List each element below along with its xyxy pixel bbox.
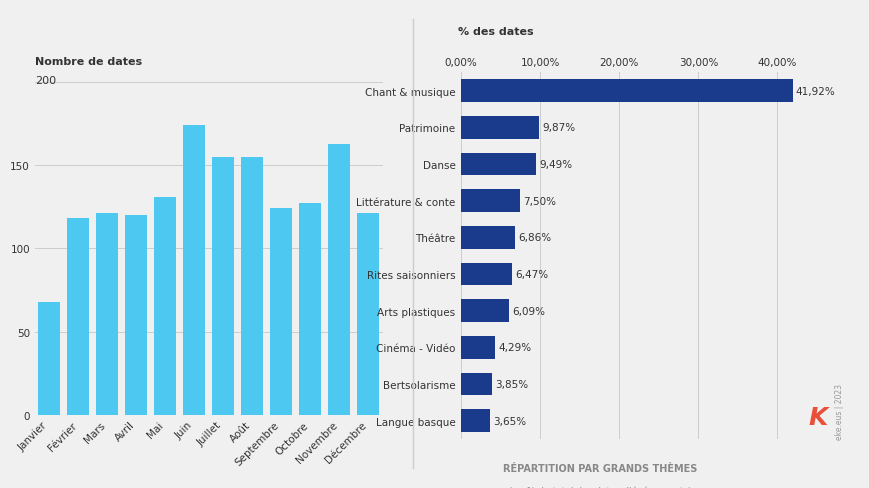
Bar [461, 190, 520, 213]
Text: K: K [807, 406, 826, 429]
Text: 9,87%: 9,87% [541, 123, 574, 133]
Bar [328, 144, 349, 415]
Text: 6,86%: 6,86% [518, 233, 551, 243]
Bar [270, 209, 292, 415]
Bar [155, 198, 176, 415]
Text: 3,85%: 3,85% [494, 379, 527, 389]
Text: 6,09%: 6,09% [512, 306, 545, 316]
Text: 200: 200 [35, 76, 56, 86]
Bar [183, 126, 205, 415]
Text: (en % du total des dates d'événements): (en % du total des dates d'événements) [508, 486, 691, 488]
Bar [357, 214, 379, 415]
Bar [461, 300, 508, 323]
Bar [38, 302, 60, 415]
Text: Nombre de dates: Nombre de dates [35, 57, 142, 66]
Bar [68, 219, 89, 415]
Bar [461, 117, 539, 140]
Bar [461, 409, 489, 432]
Bar [96, 214, 118, 415]
Text: 3,65%: 3,65% [493, 416, 526, 426]
Text: RÉPARTITION PAR GRANDS THÈMES: RÉPARTITION PAR GRANDS THÈMES [502, 464, 697, 473]
Text: eke.eus | 2023: eke.eus | 2023 [834, 383, 843, 439]
Bar [461, 336, 494, 359]
Bar [461, 153, 535, 176]
Text: 7,50%: 7,50% [523, 196, 556, 206]
Bar [125, 216, 147, 415]
Text: 6,47%: 6,47% [514, 269, 548, 280]
Bar [299, 204, 321, 415]
Text: % des dates: % des dates [457, 27, 533, 37]
Bar [461, 80, 792, 103]
Bar [461, 226, 514, 249]
Bar [461, 263, 512, 286]
Bar [241, 158, 262, 415]
Text: 41,92%: 41,92% [795, 86, 834, 97]
Text: 4,29%: 4,29% [498, 343, 531, 353]
Text: 9,49%: 9,49% [539, 160, 572, 170]
Bar [461, 373, 491, 396]
Bar [212, 158, 234, 415]
